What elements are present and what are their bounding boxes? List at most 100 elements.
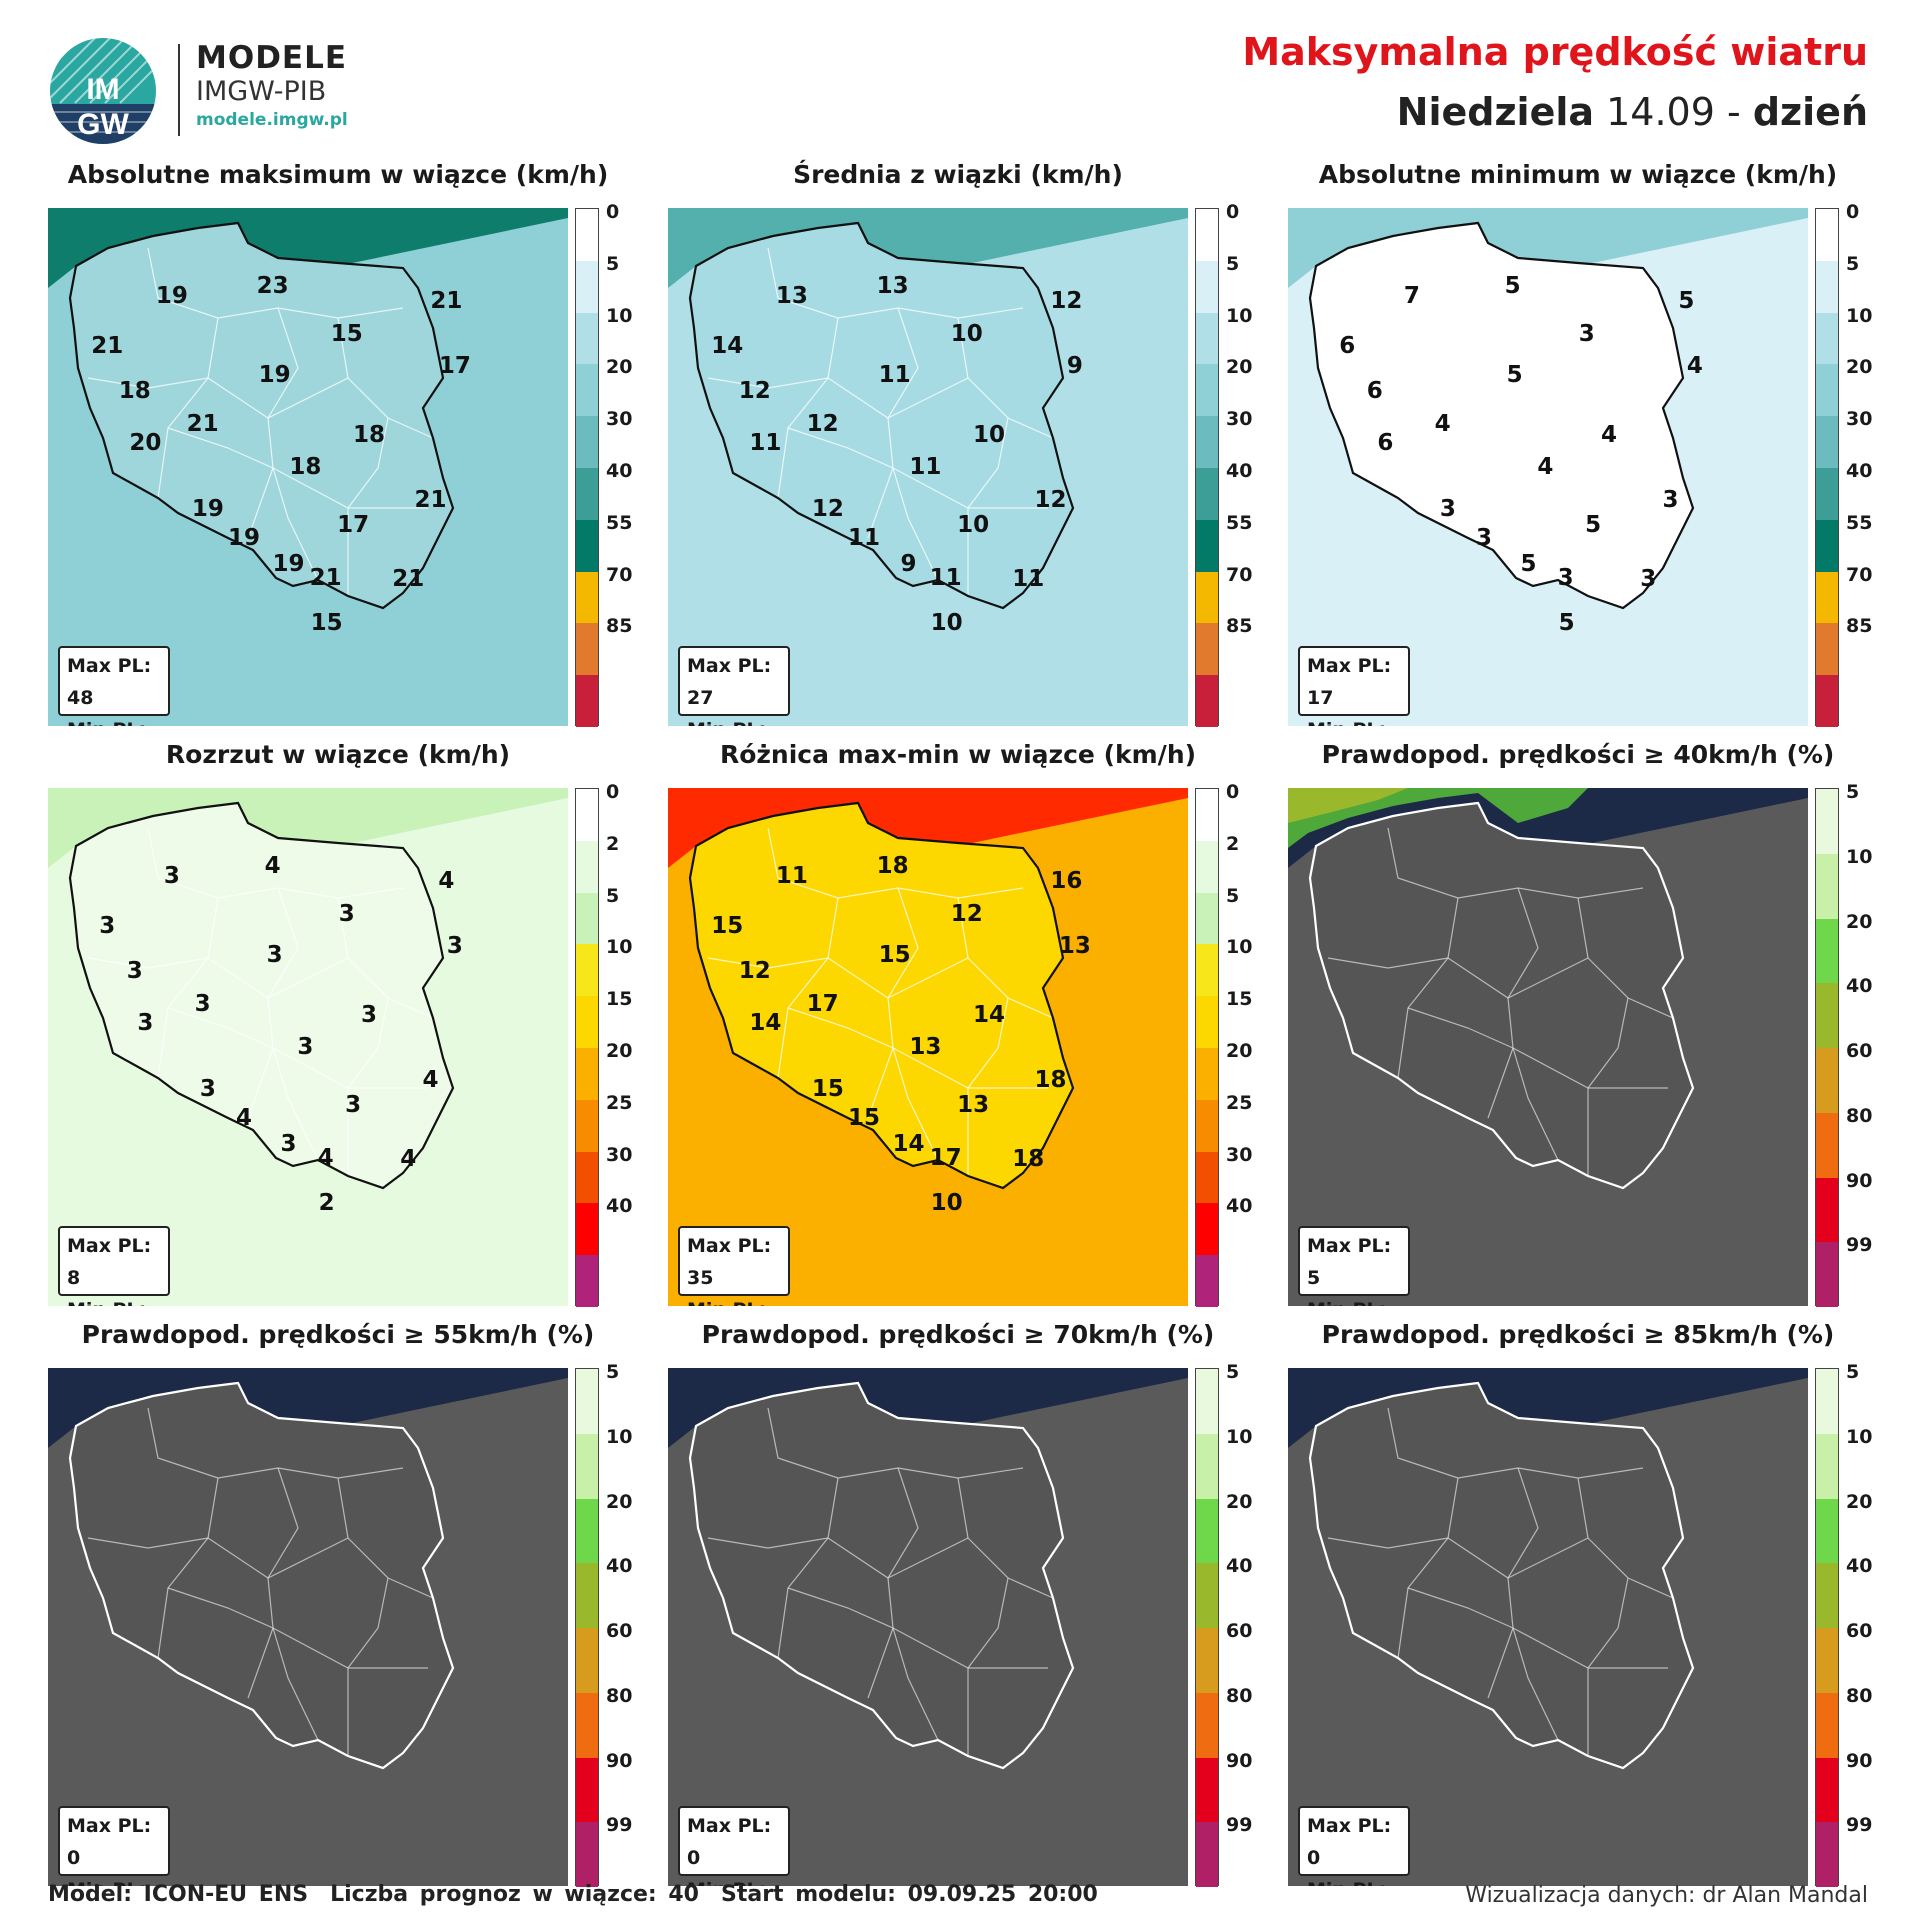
region-border	[147, 1407, 404, 1479]
region-border	[337, 1477, 389, 1756]
country-border	[688, 801, 1075, 1190]
panel-range: Różnica max-min w wiązce (km/h) 11 18 16 15 1…	[668, 740, 1252, 1307]
region-border	[1627, 417, 1674, 439]
region-border	[957, 1477, 1009, 1756]
colorbar-tick: 0	[1226, 781, 1240, 803]
colorbar-tick: 55	[1846, 511, 1873, 534]
region-border	[957, 897, 1009, 1176]
poland-land	[690, 1383, 1073, 1768]
map-value: 12	[738, 958, 771, 985]
sea-area	[48, 208, 568, 288]
map-value: 9	[900, 551, 917, 578]
colorbar-segment	[1196, 675, 1218, 727]
colorbar-segment	[576, 840, 598, 893]
colorbar-tick: 20	[1226, 1040, 1253, 1062]
map-value: 3	[266, 942, 283, 969]
colorbar-segment	[576, 623, 598, 676]
max-pl: Max PL: 0	[67, 1815, 152, 1869]
colorbar-segment	[576, 1151, 598, 1204]
region-border	[337, 317, 389, 596]
sea-area	[1288, 208, 1808, 288]
region-border	[1007, 997, 1054, 1019]
colorbar-tick: 60	[606, 1620, 633, 1642]
map-value: 14	[749, 1010, 782, 1037]
colorbar-segment	[1196, 1822, 1218, 1887]
map-value: 14	[711, 332, 744, 359]
colorbar-tick: 85	[606, 615, 633, 638]
colorbar-segment	[1816, 1692, 1838, 1758]
min-pl: Min PL: 8	[687, 714, 781, 726]
colorbar-tick: 10	[1226, 1425, 1253, 1448]
region-border	[1327, 957, 1589, 999]
map-value: 4	[235, 1104, 252, 1131]
stats-box: Max PL: 17 Min PL: 1	[1298, 646, 1410, 726]
colorbar-tick: 30	[1846, 408, 1873, 431]
map-value: 17	[438, 352, 471, 379]
map-value: 10	[950, 321, 983, 347]
colorbar	[1815, 208, 1839, 727]
brand-url[interactable]: modele.imgw.pl	[196, 110, 348, 130]
map-value: 3	[1557, 564, 1574, 591]
map-value: 5	[1520, 551, 1537, 578]
region-border	[707, 957, 969, 999]
colorbar	[1815, 1368, 1839, 1887]
colorbar-tick: 5	[606, 252, 620, 275]
map-value: 4	[400, 1145, 417, 1172]
colorbar-tick: 15	[606, 988, 633, 1011]
panel-title: Absolutne maksimum w wiązce (km/h)	[67, 160, 609, 189]
map-value: 20	[129, 430, 162, 457]
colorbar-segment	[1196, 1203, 1218, 1256]
colorbar-segment	[1816, 1628, 1838, 1693]
region-border	[157, 1477, 219, 1659]
colorbar-segment	[576, 1369, 598, 1434]
colorbar-segment	[1816, 260, 1838, 313]
colorbar-segment	[1196, 467, 1218, 520]
map-value: 11	[1012, 565, 1045, 592]
map-area: Max PL: 0 Min PL: 0	[48, 1368, 568, 1886]
map-value: 15	[811, 1075, 844, 1102]
colorbar-tick: 5	[1846, 252, 1860, 275]
colorbar-segment	[576, 944, 598, 997]
colorbar-segment	[1196, 1047, 1218, 1100]
colorbar-tick: 0	[1226, 201, 1240, 223]
colorbar-tick: 30	[606, 1143, 633, 1166]
colorbar-segment	[1816, 789, 1838, 854]
min-pl: Min PL: 0	[1307, 1294, 1401, 1306]
panel-prob-70: Prawdopod. prędkości ≥ 70km/h (%) Max PL:…	[668, 1320, 1252, 1887]
colorbar-segment	[1196, 1151, 1218, 1204]
region-border	[767, 827, 1024, 899]
colorbar-segment	[576, 312, 598, 365]
probability-area-5	[1288, 788, 1408, 823]
min-pl: Min PL: 0	[67, 1874, 161, 1886]
min-pl: Min PL: 1	[1307, 714, 1401, 726]
region-border	[1627, 997, 1674, 1019]
panel-title: Prawdopod. prędkości ≥ 70km/h (%)	[701, 1320, 1215, 1349]
region-border	[387, 997, 434, 1019]
colorbar-segment	[576, 1498, 598, 1564]
colorbar-segment	[576, 1047, 598, 1100]
region-border	[87, 957, 349, 999]
colorbar-tick: 0	[606, 781, 620, 803]
map-value: 12	[738, 378, 771, 405]
colorbar-segment	[576, 1822, 598, 1887]
poland-land	[1310, 803, 1693, 1188]
colorbar-segment	[1196, 996, 1218, 1048]
map-value: 9	[1066, 352, 1083, 379]
map-value: 3	[1640, 565, 1657, 592]
map-area: Max PL: 5 Min PL: 0	[1288, 788, 1808, 1306]
colorbar-tick: 99	[1846, 1814, 1873, 1837]
colorbar-segment	[576, 364, 598, 417]
region-border	[707, 377, 969, 419]
map-value: 3	[126, 958, 143, 985]
sea-area	[668, 788, 1188, 868]
map-value: 19	[191, 495, 224, 522]
colorbar-segment	[576, 209, 598, 261]
subtitle-day: Niedziela	[1396, 90, 1595, 134]
map-value: 5	[1506, 362, 1523, 389]
colorbar-tick: 30	[606, 408, 633, 431]
map-area: 13 13 12 14 10 9 12 11 12 10 11 11 12 12 10 11 9 11 11 10 Ma…	[668, 208, 1188, 726]
sea-area	[48, 788, 568, 868]
colorbar-tick: 90	[1846, 1749, 1873, 1772]
region-border	[1512, 467, 1559, 581]
